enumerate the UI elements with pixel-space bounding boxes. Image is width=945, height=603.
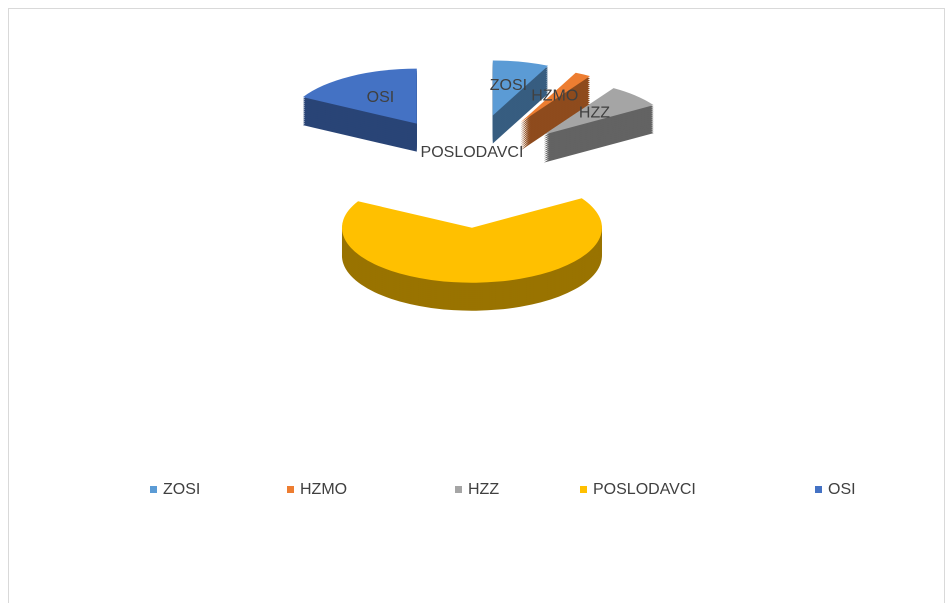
data-label: HZMO: [531, 87, 578, 104]
slice: [341, 198, 602, 311]
legend-label: POSLODAVCI: [593, 481, 696, 498]
slice: [492, 60, 549, 144]
legend-label: ZOSI: [163, 481, 200, 498]
slice-top: [520, 72, 591, 123]
slice-top: [543, 88, 654, 135]
slice-top: [492, 60, 549, 116]
slice-top: [302, 68, 417, 124]
slice-top: [341, 198, 602, 283]
legend-swatch: [287, 486, 294, 493]
data-label: ZOSI: [490, 77, 527, 94]
legend-swatch: [455, 486, 462, 493]
data-label: HZZ: [579, 104, 610, 121]
legend-label: HZZ: [468, 481, 499, 498]
legend-swatch: [150, 486, 157, 493]
legend-label: HZMO: [300, 481, 347, 498]
data-label: POSLODAVCI: [421, 144, 524, 161]
legend-swatch: [815, 486, 822, 493]
data-label: OSI: [367, 89, 395, 106]
legend-label: OSI: [828, 481, 856, 498]
legend-swatch: [580, 486, 587, 493]
slice: [302, 68, 417, 152]
slice: [520, 72, 591, 151]
slice: [543, 88, 654, 163]
